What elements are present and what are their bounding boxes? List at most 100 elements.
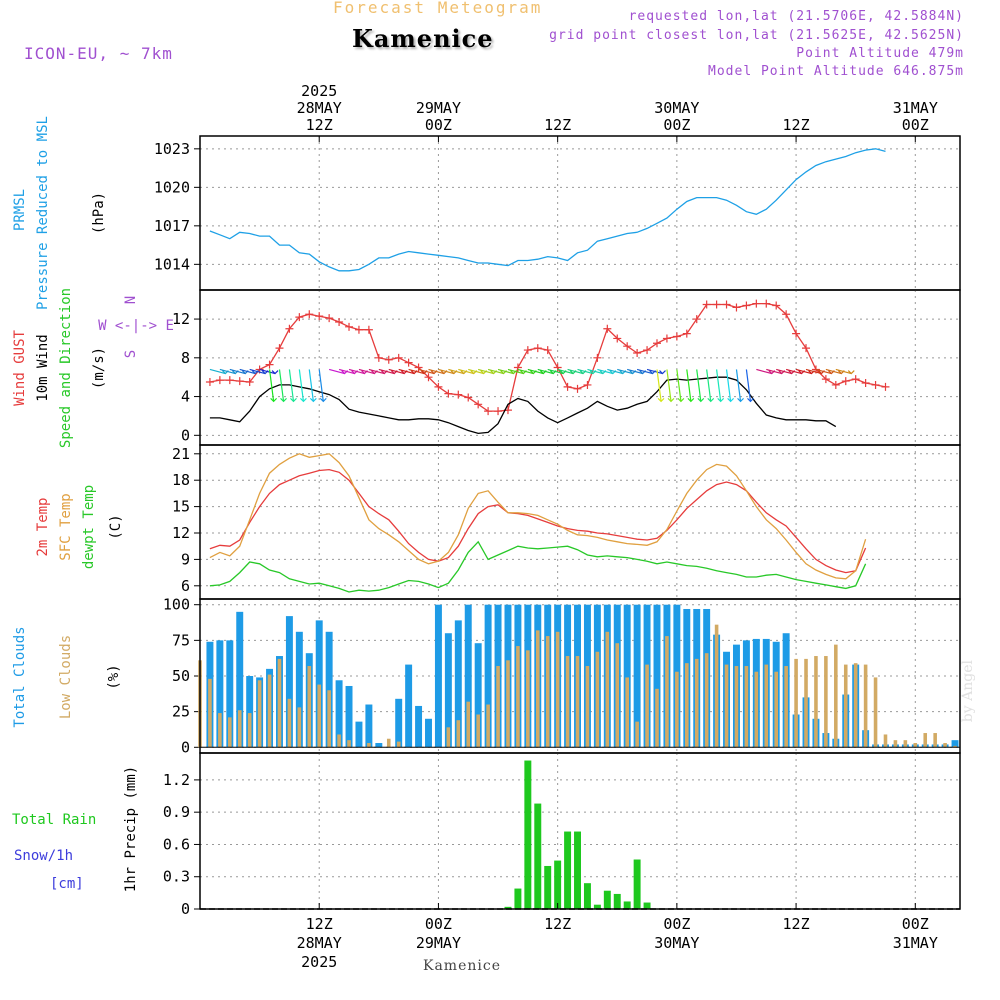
wind-arrow [627, 368, 643, 375]
low-clouds-bar [228, 717, 232, 748]
wind-arrow [408, 368, 425, 375]
time-label-top: 00Z [425, 116, 452, 134]
y-tick-label: 4 [181, 388, 190, 406]
gust-marker [672, 332, 681, 341]
time-label-bottom: 12Z [783, 915, 810, 933]
total-clouds-bar [335, 680, 343, 748]
gust-marker [643, 346, 652, 355]
low-clouds-bar [923, 733, 928, 748]
total-clouds-bar [395, 698, 403, 748]
wind-arrow-head [677, 397, 685, 403]
low-clouds-bar [933, 733, 937, 748]
wind-arrow [766, 368, 782, 375]
low-clouds-bar [267, 674, 272, 748]
time-label-top: 12Z [544, 116, 571, 134]
low-clouds-bar [794, 658, 798, 748]
series-line-dewpt-temp [209, 540, 867, 593]
wind-arrow [368, 368, 385, 375]
wind-arrow [308, 369, 314, 402]
wind-arrow-head [667, 397, 675, 403]
gust-marker [752, 299, 761, 308]
y-tick-label: 1.2 [163, 771, 190, 789]
gust-marker [285, 324, 294, 333]
time-label-bottom: 12Z [544, 915, 571, 933]
gust-marker [563, 382, 572, 391]
gust-marker [325, 314, 334, 323]
wind-arrow-head [727, 397, 735, 403]
wind-arrow [288, 369, 295, 402]
label-sfc-temp: SFC Temp [58, 493, 74, 560]
label-snow: Snow/1h [14, 848, 73, 864]
panel-frame [199, 444, 961, 600]
wind-arrow [666, 369, 672, 402]
total-clouds-bar [355, 721, 363, 748]
gust-marker [494, 407, 503, 416]
panel-frame [199, 752, 961, 910]
rain-bar [534, 803, 542, 909]
low-clouds-bar [953, 745, 957, 748]
total-clouds-bar [951, 740, 959, 748]
y-tick-label: 0.9 [163, 803, 190, 821]
wind-arrow [656, 369, 662, 402]
wind-arrow-head [271, 370, 279, 375]
gust-marker [265, 360, 274, 369]
wind-arrow [587, 368, 604, 375]
gust-marker [205, 378, 214, 387]
low-clouds-bar [545, 636, 550, 748]
series-line-prmsl [209, 148, 886, 272]
wind-arrow [507, 368, 524, 375]
wind-arrow [468, 368, 484, 375]
y-tick-label: 100 [163, 596, 190, 614]
label-hpa: (hPa) [91, 192, 107, 234]
gust-marker [762, 299, 771, 308]
gust-marker [464, 393, 473, 402]
wind-arrow [318, 369, 324, 402]
low-clouds-bar [317, 684, 322, 748]
y-tick-label: 0.6 [163, 835, 190, 853]
gust-marker [275, 344, 284, 353]
low-clouds-bar [824, 656, 828, 748]
low-clouds-bar [645, 664, 649, 748]
low-clouds-bar [257, 680, 262, 748]
y-tick-label: 21 [172, 445, 190, 463]
low-clouds-bar [446, 727, 451, 748]
low-clouds-bar [754, 671, 759, 748]
total-clouds-bar [484, 604, 492, 748]
compass-n: N [123, 296, 139, 304]
wind-arrow [745, 369, 752, 402]
model-point-altitude: Model Point Altitude 646.875m [708, 64, 964, 79]
low-clouds-bar [575, 656, 580, 748]
compass-we: W <-|-> E [98, 318, 174, 334]
label-percent: (%) [106, 664, 122, 689]
low-clouds-bar [555, 631, 560, 748]
y-tick-label: 0 [181, 426, 190, 444]
low-clouds-bar [307, 666, 312, 748]
gust-marker [295, 313, 304, 322]
gust-marker [474, 400, 483, 409]
low-clouds-bar [506, 660, 510, 748]
low-clouds-bar [237, 710, 242, 748]
wind-arrow [378, 368, 395, 375]
time-label-bottom: 2025 [301, 953, 337, 971]
wind-arrow [428, 368, 445, 375]
gust-marker [315, 312, 324, 321]
wind-arrow-head [687, 397, 695, 403]
time-label-top: 00Z [663, 116, 690, 134]
gust-marker [821, 375, 830, 384]
y-tick-label: 1023 [154, 140, 190, 158]
gust-marker [881, 382, 890, 391]
time-label-bottom: 12Z [306, 915, 333, 933]
low-clouds-bar [516, 646, 520, 748]
wind-arrow [835, 368, 852, 375]
y-tick-label: 75 [172, 631, 190, 649]
low-clouds-bar [675, 671, 679, 748]
y-tick-label: 12 [172, 524, 190, 542]
wind-arrow-head [299, 397, 307, 403]
label-2m-temp: 2m Temp [35, 497, 51, 556]
gust-marker [533, 344, 542, 353]
gust-marker [841, 377, 850, 386]
wind-arrow-head [270, 397, 278, 403]
wind-arrow [785, 368, 802, 375]
wind-arrow-head [737, 397, 744, 403]
